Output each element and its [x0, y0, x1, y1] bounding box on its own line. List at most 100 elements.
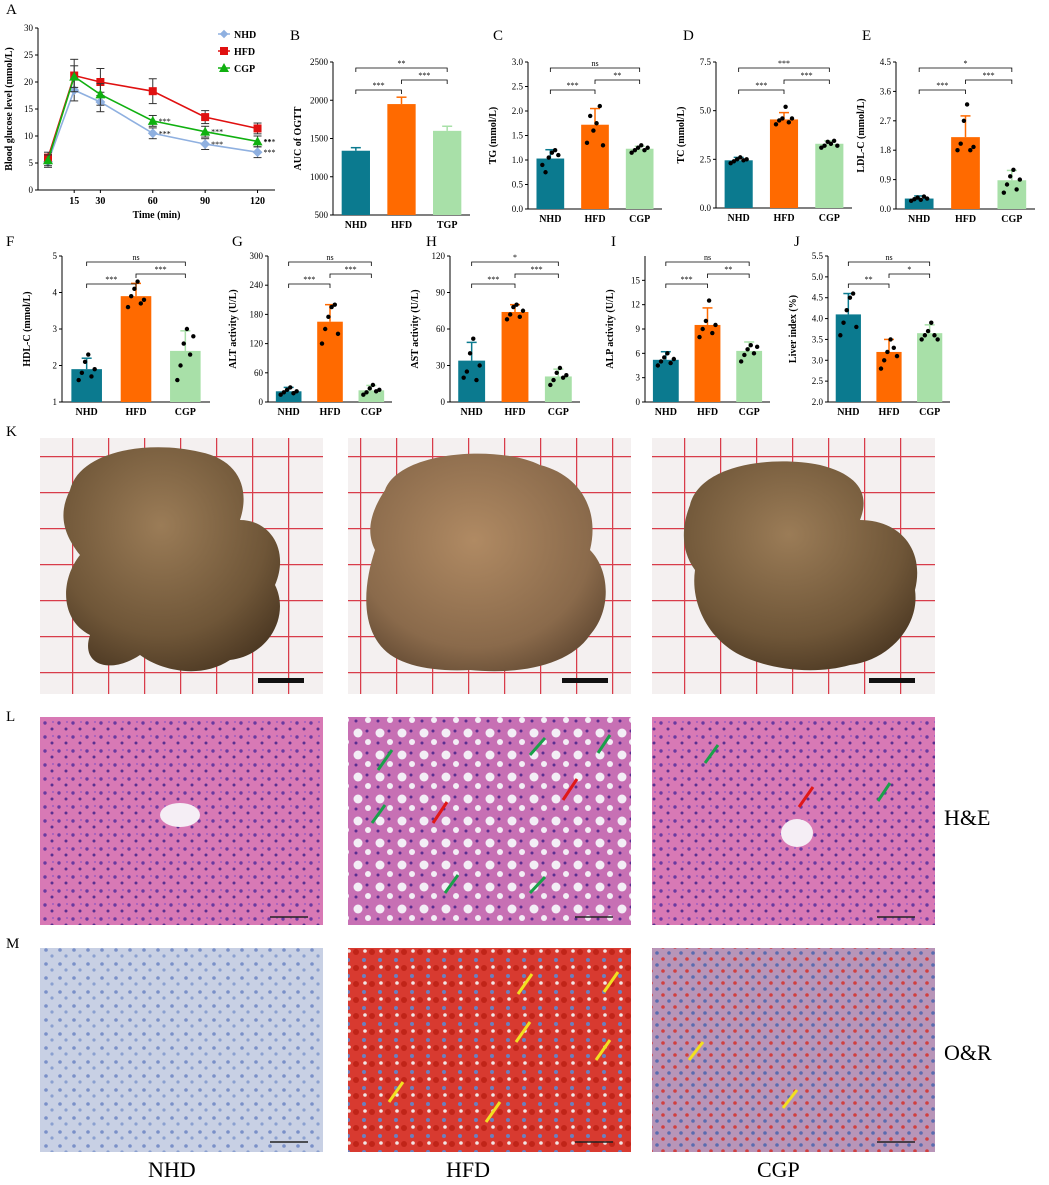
y-tick-label: 15: [631, 275, 641, 285]
y-tick-label: 5.0: [700, 106, 712, 116]
marker: [43, 155, 53, 165]
significance-bracket: [847, 261, 931, 266]
bar: [581, 124, 609, 209]
y-tick-label: 0.9: [880, 175, 892, 185]
panel-letter: I: [611, 234, 616, 250]
data-point: [549, 150, 555, 155]
bar: [501, 311, 529, 402]
central-vein: [781, 819, 813, 847]
y-tick-label: 5.5: [812, 251, 824, 261]
significance-label: ns: [704, 253, 711, 262]
y-tick-label: 2500: [310, 57, 329, 67]
panel-letter: E: [862, 28, 871, 44]
bar: [736, 350, 763, 402]
data-point: [1004, 182, 1010, 187]
data-point: [514, 302, 519, 307]
data-point: [556, 152, 561, 158]
data-point: [135, 279, 140, 284]
legend-label: HFD: [234, 47, 255, 58]
data-point: [471, 336, 476, 341]
x-tick-label: NHD: [908, 214, 930, 225]
data-point: [734, 157, 740, 162]
data-point: [370, 382, 376, 388]
y-tick-label: 10: [24, 131, 34, 141]
data-point: [89, 374, 94, 379]
row-label-or: O&R: [944, 1040, 992, 1065]
significance-label: ***: [983, 71, 995, 80]
x-tick-label: HFD: [504, 407, 525, 418]
y-tick-label: 1500: [310, 134, 329, 144]
data-point: [554, 370, 559, 375]
significance-label: ns: [326, 253, 333, 262]
x-tick-label: CGP: [361, 407, 382, 418]
y-tick-label: 30: [24, 23, 34, 33]
y-tick-label: 1.8: [880, 145, 892, 155]
y-axis-label: Blood glucose level (mmol/L): [4, 47, 15, 171]
significance-bracket: [355, 67, 448, 72]
data-point: [520, 308, 526, 313]
x-tick-label: NHD: [461, 407, 483, 418]
y-tick-label: 2: [53, 361, 58, 371]
x-tick-label: NHD: [278, 407, 300, 418]
data-point: [742, 352, 747, 358]
data-point: [971, 144, 976, 150]
x-tick-label: CGP: [629, 214, 650, 225]
data-point: [819, 145, 824, 150]
data-point: [964, 102, 970, 107]
data-point: [748, 343, 753, 348]
bar: [71, 369, 102, 402]
y-tick-label: 6: [636, 348, 641, 358]
data-point: [1017, 177, 1023, 182]
data-point: [278, 392, 283, 397]
y-tick-label: 4: [53, 288, 58, 298]
marker: [252, 136, 263, 146]
panel-letter-m: M: [6, 936, 19, 952]
x-tick-label: HFD: [319, 407, 340, 418]
y-tick-label: 2.0: [512, 106, 524, 116]
data-point: [639, 143, 644, 148]
data-point: [141, 297, 147, 302]
data-point: [828, 141, 834, 146]
data-point: [847, 295, 853, 300]
significance-label: ***: [681, 275, 693, 284]
data-point: [668, 360, 673, 366]
data-point: [935, 337, 940, 342]
data-point: [642, 148, 647, 153]
data-point: [552, 148, 558, 153]
data-point: [838, 333, 843, 338]
y-axis-label: TG (mmol/L): [488, 107, 499, 165]
data-point: [710, 330, 715, 336]
data-point: [361, 392, 366, 397]
red-arrows: [431, 778, 815, 824]
y-tick-label: 2000: [310, 95, 329, 105]
significance-bracket: [471, 261, 559, 266]
y-tick-label: 2.0: [812, 397, 824, 407]
data-point: [738, 359, 744, 364]
significance-bracket: [918, 89, 966, 94]
y-tick-label: 3.5: [812, 334, 824, 344]
y-tick-label: 5: [53, 251, 58, 261]
data-point: [780, 116, 785, 121]
y-tick-label: 15: [24, 104, 34, 114]
y-tick-label: 5: [29, 158, 34, 168]
data-point: [543, 170, 548, 175]
row-label-he: H&E: [944, 805, 991, 830]
bar: [876, 351, 902, 402]
data-point: [754, 344, 760, 350]
significance-bracket: [135, 273, 186, 278]
panel-letter: B: [290, 28, 300, 44]
data-point: [76, 377, 81, 383]
data-point: [929, 320, 934, 325]
y-tick-label: 0.5: [512, 180, 524, 190]
marker: [252, 147, 263, 158]
data-point: [332, 302, 337, 307]
data-point: [1008, 174, 1013, 179]
bar: [997, 180, 1027, 209]
data-point: [961, 118, 967, 124]
scale-bar: [562, 678, 608, 683]
significance-bracket: [888, 273, 931, 278]
data-point: [335, 331, 341, 337]
significance-label: *: [907, 265, 911, 274]
data-point: [922, 333, 928, 338]
data-point: [560, 375, 566, 380]
